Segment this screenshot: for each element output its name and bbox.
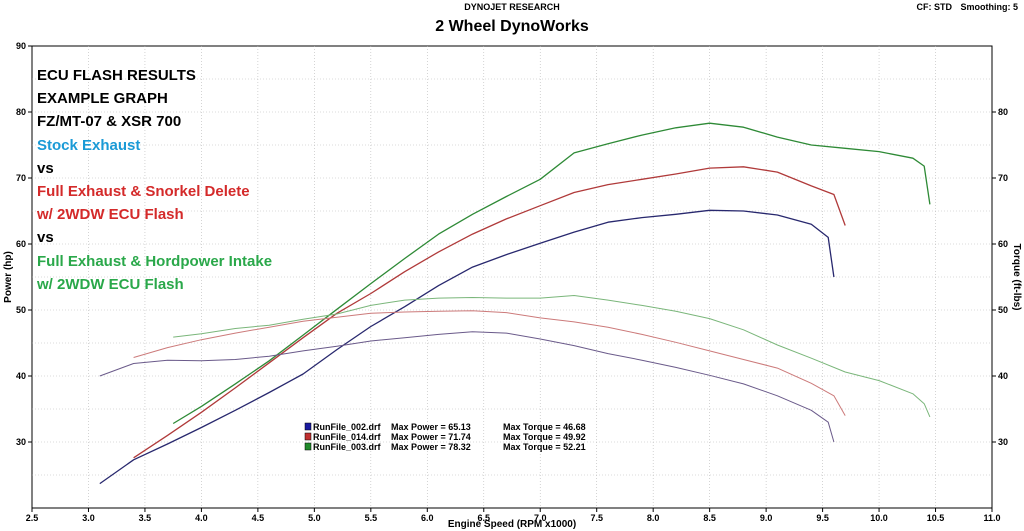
annotation-line: vs: [37, 159, 54, 177]
y2-tick-label: 40: [998, 371, 1008, 381]
annotation-line: Full Exhaust & Snorkel Delete: [37, 183, 250, 200]
y2-tick-label: 70: [998, 173, 1008, 183]
y2-tick-label: 50: [998, 305, 1008, 315]
x-tick-label: 6.5: [478, 513, 491, 523]
series-line-runfile-003-drf-power: [172, 122, 931, 425]
chart-title: 2 Wheel DynoWorks: [435, 18, 589, 35]
annotation-line: Stock Exhaust: [37, 136, 141, 154]
y-axis-label: Power (hp): [3, 251, 14, 303]
x-tick-label: 4.0: [195, 513, 208, 523]
y2-tick-label: 60: [998, 239, 1008, 249]
x-tick-label: 7.5: [590, 513, 603, 523]
legend-run-file: RunFile_002.drf: [313, 422, 382, 432]
y2-tick-label: 80: [998, 107, 1008, 117]
legend-swatch: [304, 442, 312, 451]
annotation-line: w/ 2WDW ECU Flash: [37, 275, 184, 293]
annotation-line: w/ 2WDW ECU Flash: [37, 206, 184, 224]
y-tick-label: 70: [16, 173, 26, 183]
series-line-runfile-014-drf-power: [133, 166, 846, 459]
legend-max-power: Max Power = 65.13: [391, 422, 471, 432]
series-line-runfile-014-drf-torque: [133, 310, 846, 416]
smoothing-value: Smoothing: 5: [960, 2, 1019, 12]
y-tick-label: 90: [16, 41, 26, 51]
legend-max-torque: Max Torque = 49.92: [503, 432, 586, 442]
annotation-line: EXAMPLE GRAPH: [37, 90, 168, 108]
x-tick-label: 8.5: [703, 513, 716, 523]
annotation-line: FZ/MT-07 & XSR 700: [37, 113, 182, 131]
legend-swatch: [304, 432, 312, 441]
x-tick-label: 11.0: [983, 513, 1000, 523]
legend-max-torque: Max Torque = 46.68: [503, 422, 586, 432]
x-tick-label: 5.0: [308, 513, 321, 523]
y-tick-label: 50: [16, 305, 26, 315]
legend-swatch: [304, 422, 312, 431]
x-tick-label: 9.5: [816, 513, 829, 523]
legend-max-power: Max Power = 71.74: [391, 432, 471, 442]
annotation-line: ECU FLASH RESULTS: [37, 67, 196, 84]
legend-max-power: Max Power = 78.32: [391, 442, 471, 452]
x-tick-label: 5.5: [365, 513, 378, 523]
x-tick-label: 6.0: [421, 513, 434, 523]
y2-axis-label: Torque (ft-lbs): [1011, 243, 1022, 310]
chart-settings: CF: STD Smoothing: 5: [910, 2, 1018, 12]
annotation-line: vs: [37, 229, 54, 247]
series-line-runfile-002-drf-power: [99, 209, 835, 485]
x-tick-label: 3.0: [82, 513, 95, 523]
dyno-brand: DYNOJET RESEARCH: [464, 2, 560, 12]
x-tick-label: 7.0: [534, 513, 547, 523]
y-tick-label: 40: [16, 371, 26, 381]
x-tick-label: 10.5: [927, 513, 945, 523]
legend-run-file: RunFile_003.drf: [313, 442, 382, 452]
x-tick-label: 9.0: [760, 513, 773, 523]
annotation-line: Full Exhaust & Hordpower Intake: [37, 252, 273, 270]
legend-max-torque: Max Torque = 52.21: [503, 442, 586, 452]
x-tick-label: 2.5: [26, 513, 39, 523]
y-tick-label: 80: [16, 107, 26, 117]
x-tick-label: 10.0: [870, 513, 888, 523]
y-tick-label: 30: [16, 437, 26, 447]
x-tick-label: 3.5: [139, 513, 152, 523]
legend-run-file: RunFile_014.drf: [313, 432, 382, 442]
x-tick-label: 4.5: [252, 513, 265, 523]
x-axis-label: Engine Speed (RPM x1000): [448, 519, 576, 530]
series-line-runfile-002-drf-torque: [99, 331, 835, 443]
series-line-runfile-003-drf-torque: [173, 295, 931, 418]
correction-factor: CF: STD: [916, 2, 952, 12]
y-tick-label: 60: [16, 239, 26, 249]
y2-tick-label: 30: [998, 437, 1008, 447]
x-tick-label: 8.0: [647, 513, 660, 523]
